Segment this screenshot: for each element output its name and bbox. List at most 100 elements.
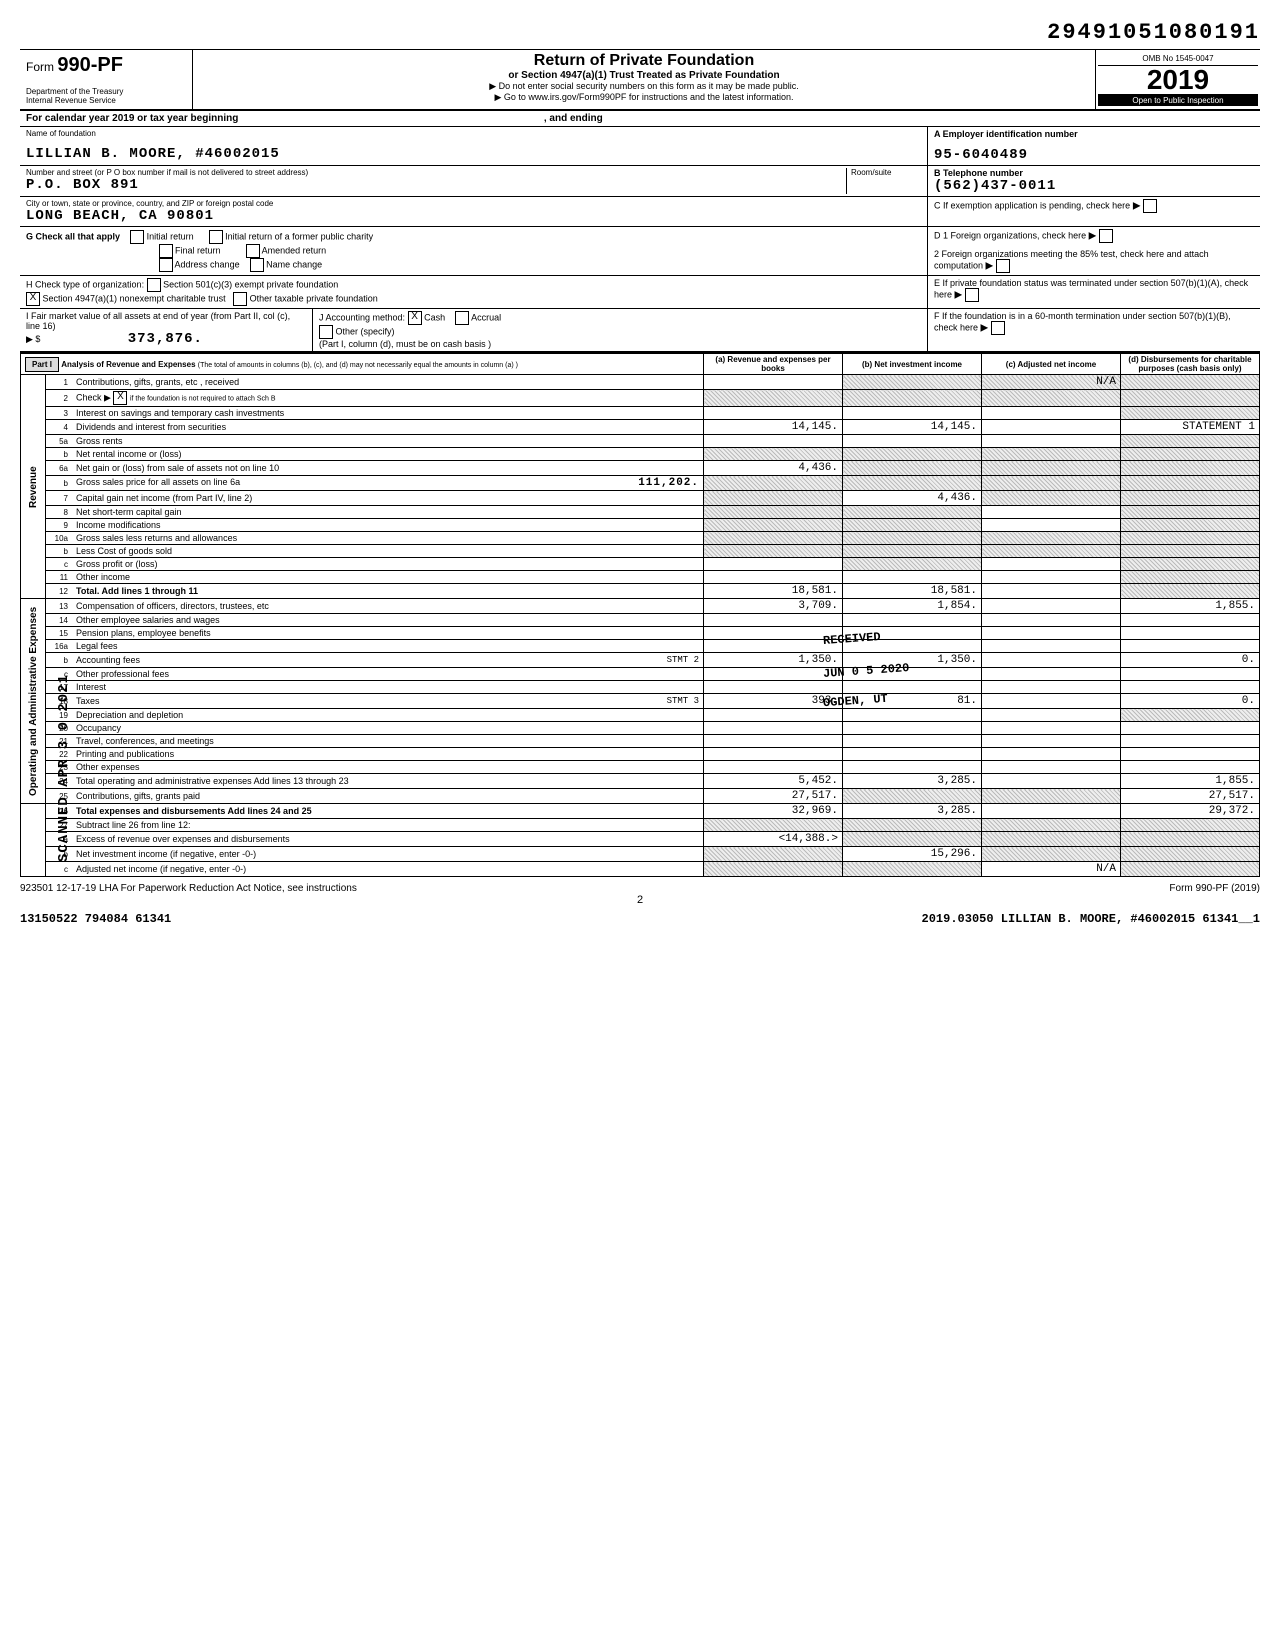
h-other-checkbox[interactable] <box>233 292 247 306</box>
l13-d: 1,855. <box>1121 599 1260 614</box>
i-value: 373,876. <box>43 331 203 347</box>
j-label: J Accounting method: <box>319 312 405 322</box>
j-accrual-checkbox[interactable] <box>455 311 469 325</box>
footer-right: Form 990-PF (2019) <box>1169 883 1260 894</box>
l25-a: 27,517. <box>704 789 843 804</box>
year-box: OMB No 1545-0047 2019 Open to Public Ins… <box>1095 50 1260 109</box>
h-opt3: Other taxable private foundation <box>250 293 378 303</box>
line-3: Interest on savings and temporary cash i… <box>72 407 704 420</box>
l26-b: 3,285. <box>843 804 982 819</box>
line-27: Subtract line 26 from line 12: <box>72 819 704 832</box>
c-checkbox[interactable] <box>1143 199 1157 213</box>
l2-checkbox[interactable]: X <box>113 391 127 405</box>
col-d-header: (d) Disbursements for charitable purpose… <box>1121 354 1260 375</box>
g-opt-3: Amended return <box>262 245 327 255</box>
part1-note: (The total of amounts in columns (b), (c… <box>198 362 518 369</box>
line-23: Other expenses <box>72 761 704 774</box>
line-24: Total operating and administrative expen… <box>72 774 704 789</box>
l12-b: 18,581. <box>843 584 982 599</box>
g-name-change-checkbox[interactable] <box>250 258 264 272</box>
g-label: G Check all that apply <box>26 231 120 241</box>
city-value: LONG BEACH, CA 90801 <box>26 208 921 224</box>
l24-d: 1,855. <box>1121 774 1260 789</box>
l16b-a: 1,350. <box>704 653 843 668</box>
h-opt1: Section 501(c)(3) exempt private foundat… <box>163 279 338 289</box>
l13-b: 1,854. <box>843 599 982 614</box>
d2-checkbox[interactable] <box>996 259 1010 273</box>
document-number: 29491051080191 <box>20 20 1260 45</box>
l27c-c: N/A <box>982 862 1121 877</box>
e-checkbox[interactable] <box>965 288 979 302</box>
footer-left: 923501 12-17-19 LHA For Paperwork Reduct… <box>20 883 357 894</box>
line-13: Compensation of officers, directors, tru… <box>72 599 704 614</box>
d1-checkbox[interactable] <box>1099 229 1113 243</box>
city-label: City or town, state or province, country… <box>26 199 921 208</box>
revenue-label: Revenue <box>21 375 46 599</box>
title-note2: ▶ Go to www.irs.gov/Form990PF for instru… <box>199 92 1089 103</box>
l27b-b: 15,296. <box>843 847 982 862</box>
g-opt-2: Final return <box>175 245 221 255</box>
tax-year: 2019 <box>1098 66 1258 95</box>
g-opt-4: Address change <box>175 259 240 269</box>
line-17: Interest <box>72 681 704 694</box>
line-2a: Check ▶ <box>76 392 111 402</box>
part1-label: Part I <box>25 357 59 372</box>
phone-value: (562)437-0011 <box>934 178 1254 194</box>
i-arrow: ▶ $ <box>26 334 40 344</box>
line-18: Taxes <box>76 696 100 706</box>
form-header: Form 990-PF Department of the Treasury I… <box>20 49 1260 111</box>
l12-a: 18,581. <box>704 584 843 599</box>
footer-top: 923501 12-17-19 LHA For Paperwork Reduct… <box>20 877 1260 894</box>
j-other: Other (specify) <box>336 326 395 336</box>
expenses-label: Operating and Administrative Expenses <box>21 599 46 804</box>
f-checkbox[interactable] <box>991 321 1005 335</box>
city-c-row: City or town, state or province, country… <box>20 197 1260 227</box>
line-6a: Net gain or (loss) from sale of assets n… <box>72 461 704 476</box>
h-501c3-checkbox[interactable] <box>147 278 161 292</box>
form-number: 990-PF <box>57 54 123 76</box>
g-final-return-checkbox[interactable] <box>159 244 173 258</box>
ein-value: 95-6040489 <box>934 147 1254 163</box>
l26-d: 29,372. <box>1121 804 1260 819</box>
line-16b: Accounting fees <box>76 655 140 665</box>
g-address-change-checkbox[interactable] <box>159 258 173 272</box>
phone-label: B Telephone number <box>934 168 1254 178</box>
addr-label: Number and street (or P O box number if … <box>26 168 846 177</box>
inspection-notice: Open to Public Inspection <box>1098 95 1258 106</box>
line-27c: Adjusted net income (if negative, enter … <box>72 862 704 877</box>
d1-label: D 1 Foreign organizations, check here <box>934 230 1086 240</box>
col-b-header: (b) Net investment income <box>843 354 982 375</box>
g-amended-checkbox[interactable] <box>246 244 260 258</box>
g-initial-return-checkbox[interactable] <box>130 230 144 244</box>
l6a-a: 4,436. <box>704 461 843 476</box>
line-26: Total expenses and disbursements Add lin… <box>72 804 704 819</box>
g-opt-1: Initial return of a former public charit… <box>225 231 373 241</box>
line-5a: Gross rents <box>72 435 704 448</box>
part1-title: Analysis of Revenue and Expenses <box>61 360 195 369</box>
j-cash-checkbox[interactable]: X <box>408 311 422 325</box>
l4-a: 14,145. <box>704 420 843 435</box>
line-22: Printing and publications <box>72 748 704 761</box>
line-14: Other employee salaries and wages <box>72 614 704 627</box>
footer-bl: 13150522 794084 61341 <box>20 912 171 926</box>
name-ein-row: Name of foundation LILLIAN B. MOORE, #46… <box>20 127 1260 166</box>
h-label: H Check type of organization: <box>26 279 144 289</box>
title-sub: or Section 4947(a)(1) Trust Treated as P… <box>199 70 1089 81</box>
h-4947-checkbox[interactable]: X <box>26 292 40 306</box>
g-former-public-checkbox[interactable] <box>209 230 223 244</box>
i-label: I Fair market value of all assets at end… <box>26 311 290 331</box>
l16b-d: 0. <box>1121 653 1260 668</box>
room-label: Room/suite <box>851 168 921 177</box>
part1-table: Part I Analysis of Revenue and Expenses … <box>20 353 1260 877</box>
line-27b: Net investment income (if negative, ente… <box>72 847 704 862</box>
ein-label: A Employer identification number <box>934 129 1254 139</box>
title-note1: ▶ Do not enter social security numbers o… <box>199 81 1089 92</box>
l24-b: 3,285. <box>843 774 982 789</box>
footer-bc: 2019.03050 LILLIAN B. MOORE, #46002015 6… <box>922 912 1260 926</box>
l27a-a: <14,388.> <box>704 832 843 847</box>
form-id-box: Form 990-PF Department of the Treasury I… <box>20 50 193 109</box>
l4-b: 14,145. <box>843 420 982 435</box>
j-cash: Cash <box>424 312 445 322</box>
j-other-checkbox[interactable] <box>319 325 333 339</box>
line-16a: Legal fees <box>72 640 704 653</box>
